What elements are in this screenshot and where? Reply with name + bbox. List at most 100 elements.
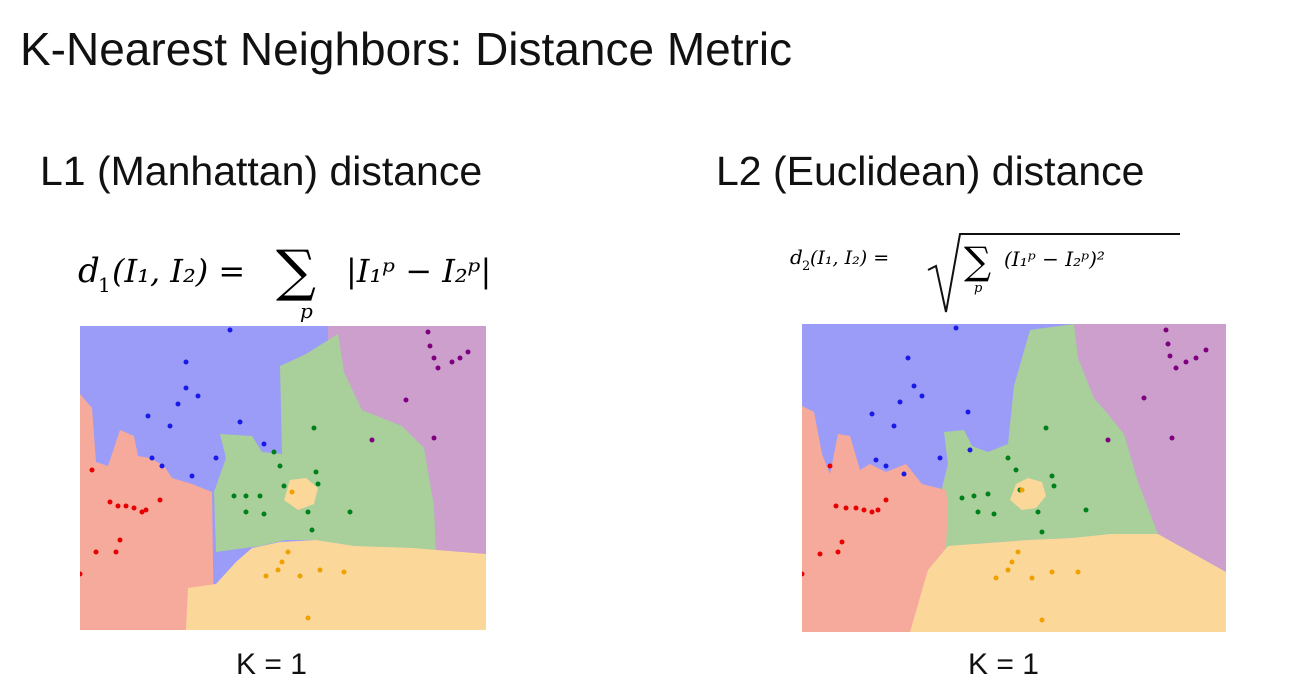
l1-point xyxy=(313,469,319,475)
l2-point xyxy=(959,495,965,501)
l2-point xyxy=(1039,529,1045,535)
l1-point xyxy=(465,349,471,355)
l1-point xyxy=(113,549,119,555)
l1-point xyxy=(115,503,121,509)
l2-point xyxy=(965,409,971,415)
l1-point xyxy=(305,615,311,621)
l1-formula-sum: ∑ xyxy=(276,239,316,304)
l1-point xyxy=(317,567,323,573)
l1-point xyxy=(189,473,195,479)
l2-point xyxy=(1165,341,1171,347)
l2-point xyxy=(1163,327,1169,333)
l1-point xyxy=(243,493,249,499)
l1-point xyxy=(457,355,463,361)
l2-point xyxy=(919,393,925,399)
slide-title: K-Nearest Neighbors: Distance Metric xyxy=(20,23,793,75)
l1-region-orange-inner xyxy=(284,478,318,510)
l2-region-green xyxy=(934,324,1158,556)
l1-point xyxy=(309,527,315,533)
l1-point xyxy=(449,359,455,365)
l2-formula-args: (I₁, I₂) = xyxy=(810,247,889,269)
l2-point xyxy=(869,509,875,515)
l1-point xyxy=(80,571,83,577)
l2-point xyxy=(1013,467,1019,473)
l2-point xyxy=(1173,365,1179,371)
l2-point xyxy=(873,457,879,463)
l2-point xyxy=(853,505,859,511)
l2-point xyxy=(937,455,943,461)
l2-point xyxy=(883,463,889,469)
l2-point xyxy=(1167,353,1173,359)
l1-point xyxy=(139,509,145,515)
l2-point xyxy=(843,505,849,511)
l1-point xyxy=(263,573,269,579)
l1-point xyxy=(281,483,287,489)
l2-point xyxy=(905,355,911,361)
l2-point xyxy=(971,493,977,499)
l1-point xyxy=(275,567,281,573)
l2-points-purple xyxy=(1105,327,1209,443)
l1-formula-term: |I₁ᵖ − I₂ᵖ| xyxy=(346,252,491,290)
l2-point xyxy=(975,509,981,515)
l1-point xyxy=(157,497,163,503)
l1-point xyxy=(289,489,295,495)
l2-point xyxy=(839,539,845,545)
l2-points-green xyxy=(959,425,1089,535)
l1-point xyxy=(305,509,311,515)
l1-point xyxy=(311,425,317,431)
l1-point xyxy=(243,509,249,515)
l2-point xyxy=(1005,567,1011,573)
l2-point xyxy=(1019,487,1025,493)
l2-point xyxy=(1049,473,1055,479)
l1-formula: d 1 (I₁, I₂) = ∑ p |I₁ᵖ − I₂ᵖ| xyxy=(78,239,491,322)
l2-points-red xyxy=(802,463,889,577)
l1-point xyxy=(231,493,237,499)
l1-point xyxy=(131,505,137,511)
l1-point xyxy=(175,401,181,407)
l1-point xyxy=(347,509,353,515)
l2-point xyxy=(875,507,881,513)
l1-point xyxy=(93,549,99,555)
l1-point xyxy=(195,393,201,399)
l1-point xyxy=(227,327,233,333)
l2-point xyxy=(1083,507,1089,513)
l2-points-orange xyxy=(993,487,1081,623)
l1-point xyxy=(431,435,437,441)
l1-point xyxy=(257,493,263,499)
l2-point xyxy=(833,503,839,509)
l1-point xyxy=(425,329,431,335)
l2-point xyxy=(967,447,973,453)
l2-point xyxy=(869,411,875,417)
l1-point xyxy=(145,413,151,419)
l2-point xyxy=(891,423,897,429)
l2-point xyxy=(1049,569,1055,575)
l1-point xyxy=(149,455,155,461)
l2-subtitle: L2 (Euclidean) distance xyxy=(716,148,1145,194)
l1-decision-regions xyxy=(80,326,486,630)
l2-point xyxy=(953,325,959,331)
l1-point xyxy=(297,573,303,579)
l1-point xyxy=(143,507,149,513)
l1-region-purple xyxy=(328,326,486,554)
l1-point xyxy=(431,355,437,361)
l2-point xyxy=(1015,549,1021,555)
l2-point xyxy=(817,551,823,557)
l2-point xyxy=(861,507,867,513)
l1-point xyxy=(183,385,189,391)
l1-point xyxy=(427,343,433,349)
l2-region-purple xyxy=(1074,324,1226,572)
l2-formula-sum-index: p xyxy=(974,281,983,296)
l2-region-orange xyxy=(910,534,1226,632)
l2-formula-lhs-sub: 2 xyxy=(802,259,810,274)
l1-point xyxy=(89,467,95,473)
l2-decision-regions xyxy=(802,324,1226,632)
l2-point xyxy=(1043,425,1049,431)
l2-point xyxy=(827,463,833,469)
l2-point xyxy=(901,471,907,477)
l1-point xyxy=(237,419,243,425)
l1-point xyxy=(271,449,277,455)
l1-region-orange xyxy=(186,540,486,630)
l2-region-red xyxy=(802,406,948,632)
l1-points-green xyxy=(231,425,353,533)
l1-k-label: K = 1 xyxy=(236,648,307,681)
